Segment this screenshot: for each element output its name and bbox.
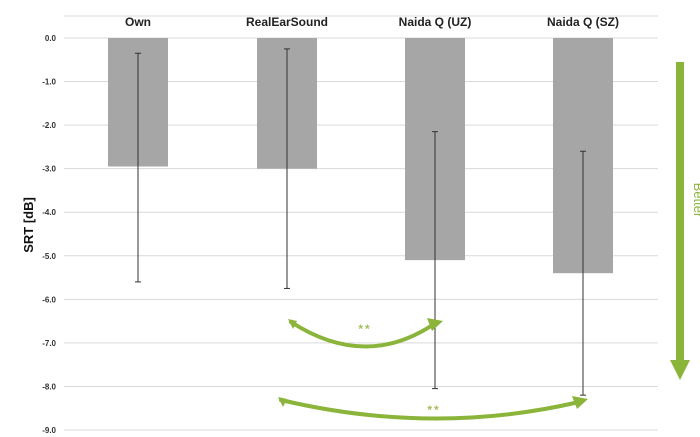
significance-arrow-0: ** (288, 318, 443, 349)
significance-label: ** (427, 403, 440, 417)
category-label: Naida Q (SZ) (547, 15, 619, 29)
better-label: Better (691, 183, 700, 218)
y-tick-label: -7.0 (42, 339, 56, 348)
y-tick-label: -3.0 (42, 165, 56, 174)
y-axis-label: SRT [dB] (21, 197, 36, 253)
significance-annotations: ** ** (278, 318, 588, 421)
error-bar-2 (432, 131, 438, 390)
category-label: RealEarSound (246, 15, 328, 29)
y-tick-label: -1.0 (42, 78, 56, 87)
y-tick-label: -5.0 (42, 252, 56, 261)
y-tick-label: -9.0 (42, 426, 56, 435)
error-bar-3 (580, 150, 586, 396)
category-labels: Own RealEarSound Naida Q (UZ) Naida Q (SZ) (125, 15, 619, 29)
error-bar-1 (284, 48, 290, 289)
y-tick-label: -4.0 (42, 208, 56, 217)
y-tick-label: -6.0 (42, 295, 56, 304)
better-arrow-shaft (676, 62, 684, 362)
error-bars (135, 48, 586, 396)
better-arrow: Better (670, 62, 700, 380)
significance-arrow-1: ** (278, 396, 588, 421)
error-bar-0 (135, 52, 141, 283)
y-tick-label: 0.0 (45, 34, 57, 43)
bars (108, 38, 613, 274)
significance-label: ** (358, 322, 371, 336)
category-label: Naida Q (UZ) (399, 15, 472, 29)
better-arrow-head (670, 360, 690, 380)
category-label: Own (125, 15, 151, 29)
y-tick-label: -2.0 (42, 121, 56, 130)
y-tick-label: -8.0 (42, 382, 56, 391)
y-tick-labels: 0.0 -1.0 -2.0 -3.0 -4.0 -5.0 -6.0 -7.0 -8.0 -9.0 (42, 34, 56, 435)
